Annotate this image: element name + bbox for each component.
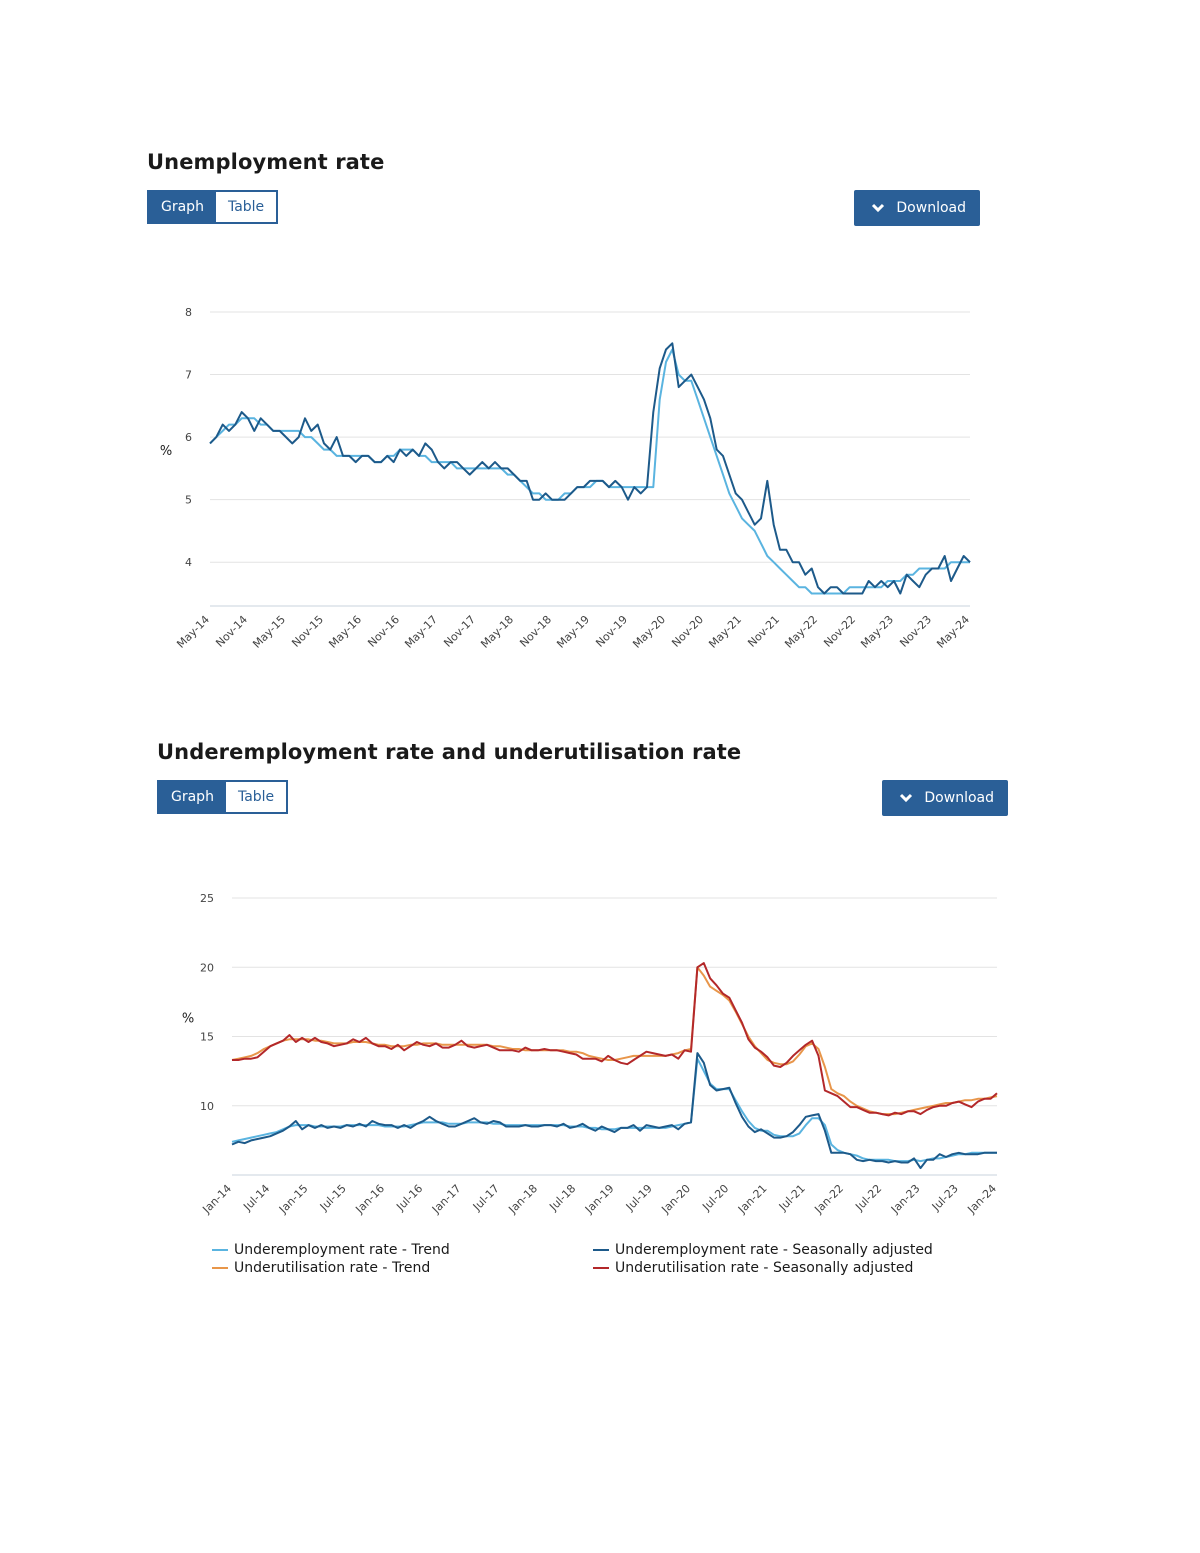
legend-swatch [593,1249,609,1251]
x-tick-label: Jul-18 [546,1182,578,1214]
x-tick-label: Nov-17 [441,613,478,650]
legend-swatch [593,1267,609,1269]
x-tick-label: Nov-18 [517,613,554,650]
y-tick-label: 4 [185,556,192,569]
legend-swatch [212,1249,228,1251]
y-tick-label: 8 [185,306,192,319]
underemployment-chart-panel: Underemployment rate and underutilisatio… [157,730,1008,1290]
y-axis-unit-label: % [160,444,172,459]
x-tick-label: Jan-21 [735,1182,770,1217]
x-tick-label: May-20 [630,613,668,651]
x-tick-label: Jan-24 [965,1182,1000,1217]
x-tick-label: Jul-19 [623,1182,655,1214]
y-axis-unit-label: % [182,1012,194,1027]
x-tick-label: Jan-17 [429,1182,464,1217]
x-tick-label: Jan-23 [888,1182,923,1217]
x-tick-label: Jan-15 [276,1182,311,1217]
download-label: Download [896,200,966,216]
x-tick-label: Nov-21 [745,613,782,650]
series-line-0[interactable] [231,1057,997,1163]
y-tick-label: 5 [185,494,192,507]
x-tick-label: Jul-14 [240,1182,272,1214]
legend-swatch [212,1267,228,1269]
x-tick-label: Jan-19 [582,1182,617,1217]
legend-label: Underutilisation rate - Seasonally adjus… [615,1260,914,1276]
x-tick-label: May-22 [782,613,820,651]
x-tick-label: Nov-16 [365,613,402,650]
x-tick-label: May-24 [934,613,972,651]
view-toggle: Graph Table [157,780,289,814]
x-tick-label: Jul-16 [393,1182,425,1214]
y-tick-label: 20 [200,961,214,974]
y-tick-label: 7 [185,369,192,382]
x-tick-label: Nov-19 [593,613,630,650]
x-tick-label: May-17 [402,613,440,651]
x-tick-label: May-14 [174,613,212,651]
x-tick-label: May-15 [250,613,288,651]
series-line-3[interactable] [232,962,998,1117]
legend-item[interactable]: Underemployment rate - Trend [212,1242,450,1258]
x-tick-label: May-19 [554,613,592,651]
table-tab[interactable]: Table [225,782,287,812]
chevron-down-icon [872,203,885,213]
x-tick-label: Jan-14 [200,1182,235,1217]
table-tab[interactable]: Table [215,192,277,222]
x-tick-label: Jul-15 [317,1182,349,1214]
series-line-1[interactable] [231,1052,997,1170]
chevron-down-icon [900,793,913,803]
x-tick-label: Jan-16 [353,1182,388,1217]
x-tick-label: Jul-20 [699,1182,731,1214]
x-tick-label: May-23 [858,613,896,651]
x-tick-label: Nov-15 [289,613,326,650]
x-tick-label: Nov-20 [669,613,706,650]
series-line-1[interactable] [209,342,971,595]
legend-item[interactable]: Underutilisation rate - Trend [212,1260,430,1276]
legend-label: Underutilisation rate - Trend [234,1260,431,1276]
x-tick-label: Jan-22 [812,1182,847,1217]
x-tick-label: Jan-20 [659,1182,694,1217]
y-tick-label: 10 [200,1100,214,1113]
y-tick-label: 6 [185,431,192,444]
x-tick-label: Nov-23 [897,613,934,650]
download-label: Download [924,790,994,806]
x-tick-label: Jul-21 [776,1182,808,1214]
legend-item[interactable]: Underutilisation rate - Seasonally adjus… [593,1260,913,1276]
chart-title: Unemployment rate [147,150,385,174]
graph-tab[interactable]: Graph [149,192,216,222]
series-line-0[interactable] [209,348,970,595]
y-tick-label: 15 [200,1031,214,1044]
x-tick-label: May-16 [326,613,364,651]
x-tick-label: May-21 [706,613,744,651]
x-tick-label: May-18 [478,613,516,651]
legend-label: Underemployment rate - Seasonally adjust… [615,1242,933,1258]
legend-label: Underemployment rate - Trend [234,1242,450,1258]
chart-title: Underemployment rate and underutilisatio… [157,740,742,764]
legend-item[interactable]: Underemployment rate - Seasonally adjust… [593,1242,933,1258]
x-tick-label: Nov-14 [213,613,250,650]
view-toggle: Graph Table [147,190,279,224]
x-tick-label: Jul-22 [852,1182,884,1214]
series-line-2[interactable] [231,966,998,1116]
download-button[interactable]: Download [854,190,980,226]
unemployment-chart-panel: Unemployment rate Graph Table Download 4… [147,140,980,680]
download-button[interactable]: Download [882,780,1008,816]
graph-tab[interactable]: Graph [159,782,226,812]
x-tick-label: Jul-23 [929,1182,961,1214]
x-tick-label: Jan-18 [506,1182,541,1217]
x-tick-label: Jul-17 [470,1182,502,1214]
y-tick-label: 25 [200,892,214,905]
x-tick-label: Nov-22 [821,613,858,650]
